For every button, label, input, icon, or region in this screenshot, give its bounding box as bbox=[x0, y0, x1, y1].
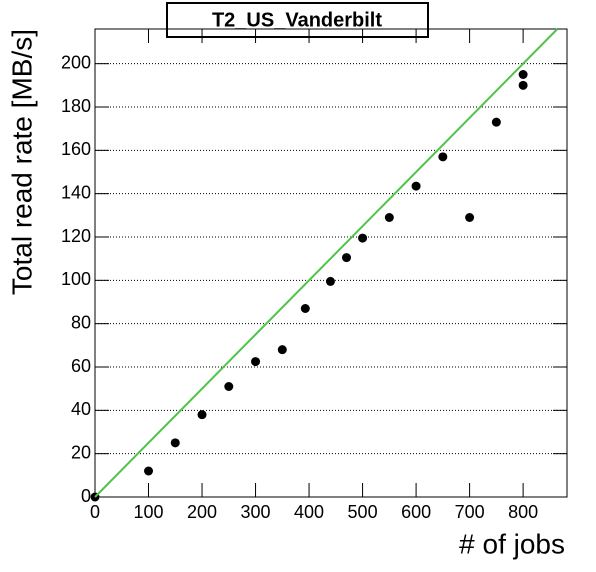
point bbox=[300, 304, 310, 313]
x-tick-label: 500 bbox=[348, 502, 378, 522]
point bbox=[465, 213, 475, 222]
y-tick-label: 20 bbox=[71, 442, 91, 462]
y-tick-label: 60 bbox=[71, 356, 91, 376]
point bbox=[197, 410, 207, 420]
y-tick-label: 140 bbox=[61, 182, 91, 202]
point bbox=[358, 233, 368, 243]
point bbox=[518, 80, 528, 90]
point bbox=[277, 345, 287, 355]
x-axis-label: # of jobs bbox=[459, 528, 565, 559]
y-tick-label: 80 bbox=[71, 312, 91, 332]
y-tick-label: 100 bbox=[61, 269, 91, 289]
point bbox=[144, 466, 154, 476]
x-tick-label: 300 bbox=[241, 502, 271, 522]
point bbox=[491, 117, 501, 127]
x-tick-label: 100 bbox=[133, 502, 163, 522]
plot-area: 0 20 40 60 80 100 120 140 160 180 200 0 100 200 300 400… bbox=[61, 28, 568, 522]
y-tick-label: 0 bbox=[81, 486, 91, 506]
y-tick-label: 160 bbox=[61, 139, 91, 159]
y-axis-label: Total read rate [MB/s] bbox=[6, 29, 37, 295]
y-tick-label: 180 bbox=[61, 96, 91, 116]
x-tick-label: 200 bbox=[187, 502, 217, 522]
fit-line bbox=[94, 28, 559, 498]
x-tick-label: 800 bbox=[508, 502, 538, 522]
point bbox=[224, 382, 234, 391]
point bbox=[411, 181, 421, 191]
point bbox=[325, 276, 335, 286]
y-tick-label: 40 bbox=[71, 399, 91, 419]
y-tick-label: 120 bbox=[61, 226, 91, 246]
frame bbox=[94, 28, 568, 498]
chart-title: T2_US_Vanderbilt bbox=[212, 9, 382, 31]
point bbox=[438, 152, 448, 162]
x-tick-label: 400 bbox=[294, 502, 324, 522]
y-tick-label: 200 bbox=[61, 52, 91, 72]
title-box bbox=[166, 2, 429, 38]
point bbox=[384, 213, 394, 222]
point bbox=[251, 357, 261, 367]
point bbox=[170, 438, 180, 448]
point bbox=[518, 70, 528, 79]
x-tick-label: 700 bbox=[455, 502, 485, 522]
x-tick-label: 600 bbox=[401, 502, 431, 522]
point bbox=[342, 253, 352, 263]
x-tick-label: 0 bbox=[90, 502, 100, 522]
